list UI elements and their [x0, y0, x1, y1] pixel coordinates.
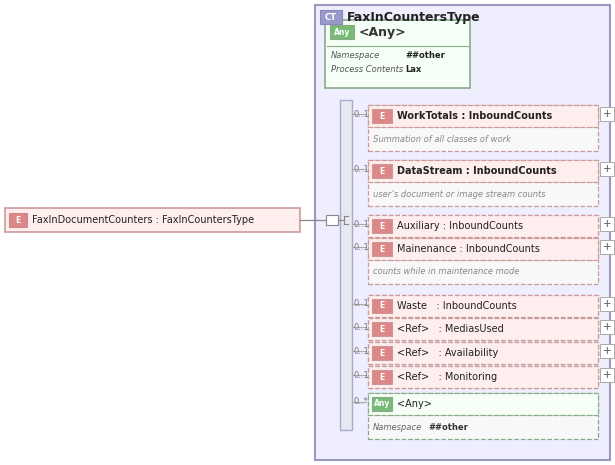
Bar [372, 370, 392, 384]
Text: Lax: Lax [405, 65, 421, 73]
Text: 0..1: 0..1 [354, 323, 370, 332]
Text: +: + [603, 370, 611, 380]
Text: 0..1: 0..1 [354, 371, 370, 379]
Text: 0..1: 0..1 [354, 346, 370, 356]
Bar [368, 215, 598, 237]
Text: +: + [603, 164, 611, 174]
Text: <Ref>   : Monitoring: <Ref> : Monitoring [397, 372, 497, 382]
Text: Process Contents: Process Contents [331, 65, 403, 73]
Text: ##other: ##other [428, 423, 468, 432]
Text: E: E [379, 301, 384, 311]
Bar [330, 25, 354, 39]
Text: E: E [379, 112, 384, 120]
Text: +: + [603, 299, 611, 309]
Text: E: E [379, 166, 384, 175]
Bar [326, 215, 338, 225]
Bar [315, 5, 610, 460]
Text: <Any>: <Any> [359, 26, 407, 39]
Bar [368, 366, 598, 388]
Text: Mainenance : InboundCounts: Mainenance : InboundCounts [397, 244, 540, 254]
Text: +: + [603, 346, 611, 356]
Text: <Any>: <Any> [397, 399, 432, 409]
Bar [368, 342, 598, 364]
Bar [368, 160, 598, 182]
Bar [600, 162, 614, 176]
Bar [372, 397, 392, 411]
Bar [368, 393, 598, 439]
Text: DataStream : InboundCounts: DataStream : InboundCounts [397, 166, 557, 176]
Bar [368, 238, 598, 260]
Text: <Ref>   : Availability: <Ref> : Availability [397, 348, 498, 358]
Bar [320, 10, 342, 24]
Bar [372, 322, 392, 336]
Text: Namespace: Namespace [373, 423, 423, 432]
Bar [600, 297, 614, 311]
Bar [600, 368, 614, 382]
Text: Auxiliary : InboundCounts: Auxiliary : InboundCounts [397, 221, 523, 231]
Bar [600, 320, 614, 334]
Text: Any: Any [334, 27, 350, 36]
Bar [368, 238, 598, 284]
Bar [372, 346, 392, 360]
Text: ##other: ##other [405, 51, 445, 60]
Text: 0..1: 0..1 [354, 165, 370, 173]
Text: Waste   : InboundCounts: Waste : InboundCounts [397, 301, 517, 311]
Bar [368, 342, 598, 364]
Text: E: E [379, 245, 384, 253]
Bar [5, 208, 300, 232]
Bar [368, 160, 598, 206]
Text: E: E [379, 221, 384, 231]
Bar [372, 299, 392, 313]
Bar [340, 100, 352, 430]
Bar [368, 295, 598, 317]
Text: 0..1: 0..1 [354, 243, 370, 252]
Bar [372, 164, 392, 178]
Text: counts while in maintenance mode: counts while in maintenance mode [373, 267, 520, 277]
Text: 0..1: 0..1 [354, 109, 370, 119]
Text: Any: Any [374, 399, 390, 408]
Text: +: + [603, 109, 611, 119]
Bar [368, 105, 598, 151]
Bar [368, 366, 598, 388]
Text: Summation of all classes of work: Summation of all classes of work [373, 134, 511, 144]
Text: 0..1: 0..1 [354, 219, 370, 228]
Bar [325, 20, 470, 88]
Text: WorkTotals : InboundCounts: WorkTotals : InboundCounts [397, 111, 552, 121]
Bar [600, 240, 614, 254]
Bar [368, 215, 598, 237]
Bar [600, 344, 614, 358]
Text: E: E [379, 348, 384, 358]
Bar [9, 213, 27, 227]
Text: user’s document or image stream counts: user’s document or image stream counts [373, 190, 546, 199]
Bar [600, 217, 614, 231]
Bar [368, 318, 598, 340]
Text: +: + [603, 219, 611, 229]
Bar [600, 107, 614, 121]
Text: <Ref>   : MediasUsed: <Ref> : MediasUsed [397, 324, 504, 334]
Text: FaxInCountersType: FaxInCountersType [347, 11, 481, 24]
Bar [368, 393, 598, 415]
Bar [368, 105, 598, 127]
Text: E: E [15, 215, 21, 225]
Text: 0..*: 0..* [354, 398, 369, 406]
Bar [368, 318, 598, 340]
Bar [368, 295, 598, 317]
Bar [372, 242, 392, 256]
Text: Namespace: Namespace [331, 51, 380, 60]
Text: E: E [379, 372, 384, 381]
Bar [372, 219, 392, 233]
Text: +: + [603, 242, 611, 252]
Text: FaxInDocumentCounters : FaxInCountersType: FaxInDocumentCounters : FaxInCountersTyp… [32, 215, 254, 225]
Text: 0..1: 0..1 [354, 299, 370, 308]
Text: CT: CT [325, 13, 337, 21]
Text: E: E [379, 325, 384, 333]
Text: +: + [603, 322, 611, 332]
Bar [372, 109, 392, 123]
